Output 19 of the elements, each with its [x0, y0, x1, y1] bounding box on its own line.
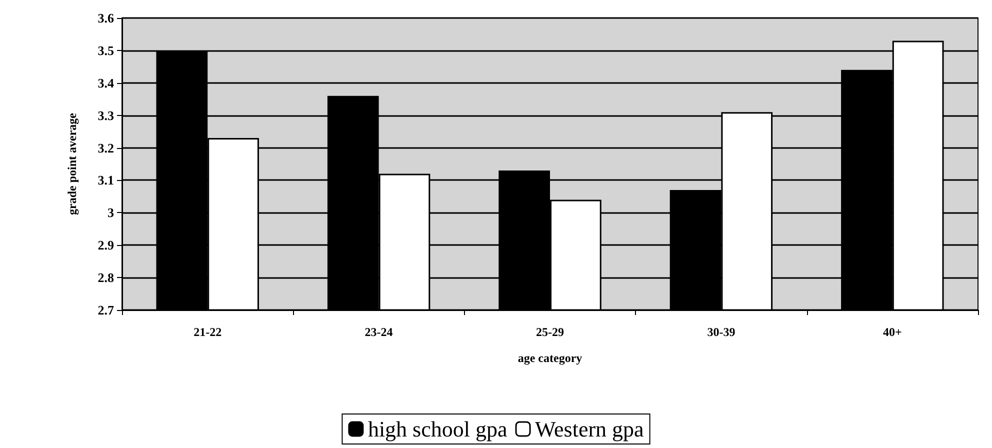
- legend-label: high school gpa: [368, 416, 508, 442]
- x-axis-title: age category: [518, 351, 582, 365]
- x-tick-label: 25-29: [536, 325, 564, 339]
- y-tick-label: 2.7: [98, 302, 114, 318]
- y-tick-label: 2.9: [98, 238, 114, 253]
- y-tick-label: 3: [108, 205, 114, 220]
- x-tick-label: 21-22: [194, 325, 222, 339]
- y-tick-label: 3.6: [98, 10, 114, 26]
- x-tick-label: 40+: [882, 325, 902, 339]
- y-tick-label: 3.1: [98, 172, 114, 188]
- y-tick-label: 3.2: [98, 140, 114, 156]
- legend-label: Western gpa: [535, 416, 644, 442]
- x-tick-label: 23-24: [364, 325, 393, 339]
- y-tick-label: 3.5: [98, 42, 114, 58]
- y-tick-label: 2.8: [98, 270, 114, 286]
- y-axis-title: grade point average: [65, 112, 79, 215]
- x-tick-label: 30-39: [707, 325, 736, 339]
- y-tick-label: 3.4: [98, 75, 114, 90]
- y-tick-label: 3.3: [98, 108, 114, 123]
